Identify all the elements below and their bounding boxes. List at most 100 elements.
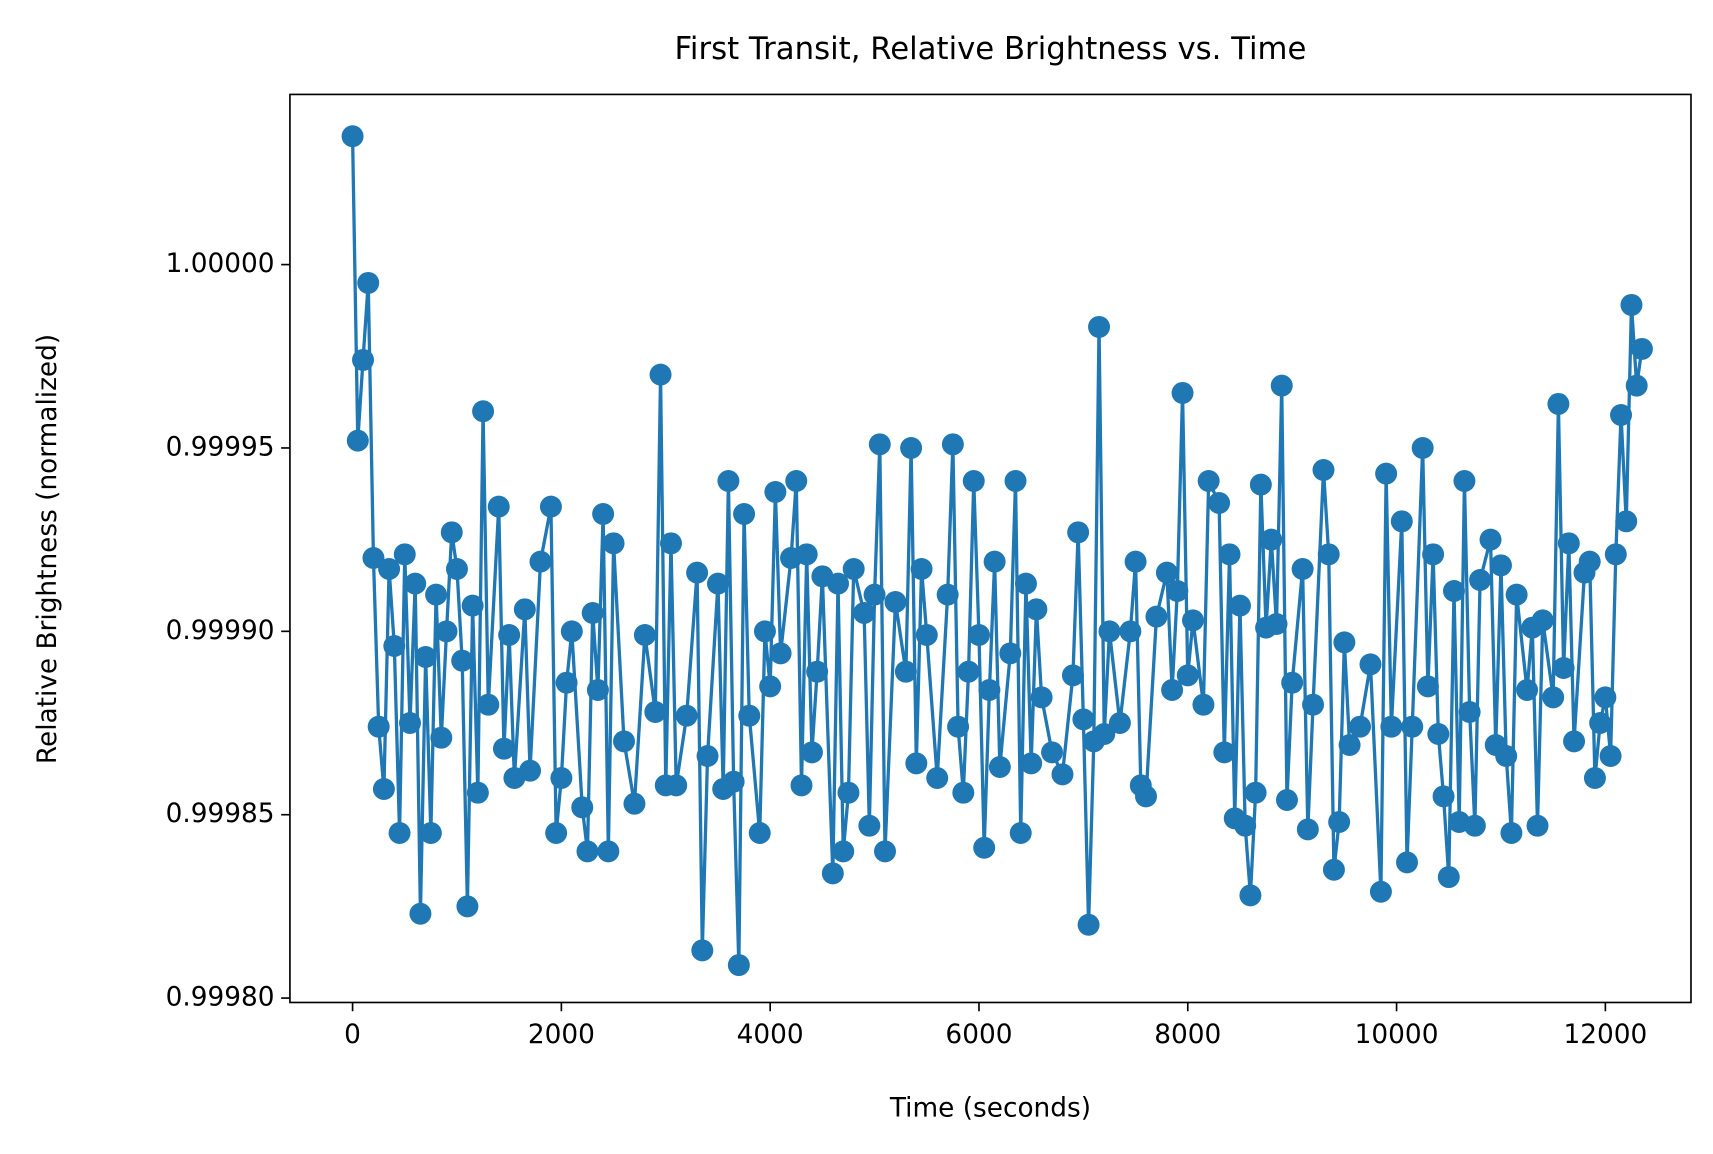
data-point: [884, 591, 907, 613]
data-point: [696, 745, 719, 768]
data-point: [1375, 462, 1398, 485]
data-point: [1369, 880, 1392, 903]
data-point: [1041, 741, 1064, 764]
data-point: [926, 767, 949, 790]
data-point: [472, 400, 495, 423]
data-point: [727, 954, 750, 977]
y-tick-label: 1.00000: [166, 249, 275, 279]
data-point: [560, 620, 583, 643]
data-point: [492, 737, 515, 760]
data-point: [936, 583, 959, 606]
data-point: [341, 125, 364, 148]
data-point: [644, 701, 667, 723]
data-point: [1004, 469, 1027, 492]
data-point: [962, 469, 985, 492]
data-point: [1427, 723, 1450, 746]
data-point: [1265, 613, 1288, 635]
x-tick-label: 12000: [1563, 1020, 1647, 1050]
data-point: [1317, 543, 1340, 566]
data-point: [1009, 822, 1032, 845]
data-point: [451, 649, 474, 672]
data-point: [613, 730, 635, 753]
data-point: [1500, 822, 1523, 845]
data-point: [1380, 715, 1403, 738]
data-point: [393, 543, 416, 566]
data-point: [1218, 543, 1241, 566]
data-point: [1416, 675, 1439, 698]
data-point: [941, 433, 964, 456]
data-point: [357, 271, 380, 294]
data-point: [414, 646, 437, 668]
data-point: [1390, 510, 1413, 533]
data-point: [1296, 818, 1319, 841]
data-point: [513, 598, 536, 621]
data-point: [800, 741, 823, 764]
data-point: [1208, 491, 1231, 514]
data-point: [900, 436, 923, 459]
data-point: [1599, 745, 1622, 768]
data-point: [706, 572, 729, 595]
x-axis-label: Time (seconds): [889, 1093, 1091, 1123]
data-point: [1437, 866, 1460, 889]
data-point: [372, 778, 395, 801]
data-point: [1479, 528, 1502, 551]
data-point: [545, 822, 568, 845]
data-point: [1093, 723, 1116, 746]
data-point: [1505, 583, 1528, 606]
data-point: [1119, 620, 1142, 643]
data-point: [1615, 510, 1638, 533]
data-point: [1489, 554, 1512, 577]
data-point: [623, 792, 646, 815]
data-point: [367, 715, 390, 738]
data-point: [404, 572, 427, 595]
data-point: [555, 671, 578, 694]
chart-title: First Transit, Relative Brightness vs. T…: [674, 31, 1306, 67]
x-tick-label: 2000: [528, 1020, 595, 1050]
data-point: [425, 583, 448, 606]
data-point: [947, 715, 970, 738]
data-point: [858, 814, 881, 837]
data-point: [1244, 781, 1267, 804]
x-tick-label: 0: [344, 1020, 361, 1050]
data-point: [550, 767, 573, 790]
data-point: [576, 840, 599, 863]
data-point: [597, 840, 620, 863]
y-tick-label: 0.99995: [166, 432, 275, 462]
data-point: [649, 363, 672, 386]
data-point: [759, 675, 782, 698]
data-point: [1557, 532, 1580, 555]
data-point: [660, 532, 682, 555]
data-point: [1495, 745, 1518, 768]
data-point: [1552, 657, 1575, 679]
data-point: [863, 583, 886, 606]
data-point: [519, 759, 542, 782]
data-point: [748, 822, 771, 845]
data-point: [978, 679, 1001, 701]
data-point: [1014, 572, 1037, 595]
data-point: [1051, 763, 1074, 786]
data-point: [445, 558, 468, 580]
data-point: [1249, 473, 1272, 496]
data-point: [1270, 374, 1293, 397]
data-point: [1176, 664, 1199, 687]
data-point: [717, 469, 740, 492]
data-point: [1030, 686, 1053, 709]
data-point: [1108, 712, 1131, 735]
data-point: [383, 635, 406, 657]
data-point: [1516, 679, 1539, 701]
data-point: [733, 502, 756, 525]
data-point: [592, 502, 615, 525]
data-point: [1589, 712, 1612, 735]
data-point: [498, 624, 521, 646]
data-point: [910, 558, 933, 580]
data-point: [1197, 469, 1220, 492]
y-tick-label: 0.99985: [166, 799, 275, 829]
data-point: [1396, 851, 1418, 874]
data-point: [1061, 664, 1084, 687]
data-point: [1072, 708, 1095, 731]
data-point: [1155, 561, 1178, 584]
data-point: [529, 550, 552, 573]
data-point: [1359, 653, 1382, 676]
data-point: [1630, 337, 1653, 360]
